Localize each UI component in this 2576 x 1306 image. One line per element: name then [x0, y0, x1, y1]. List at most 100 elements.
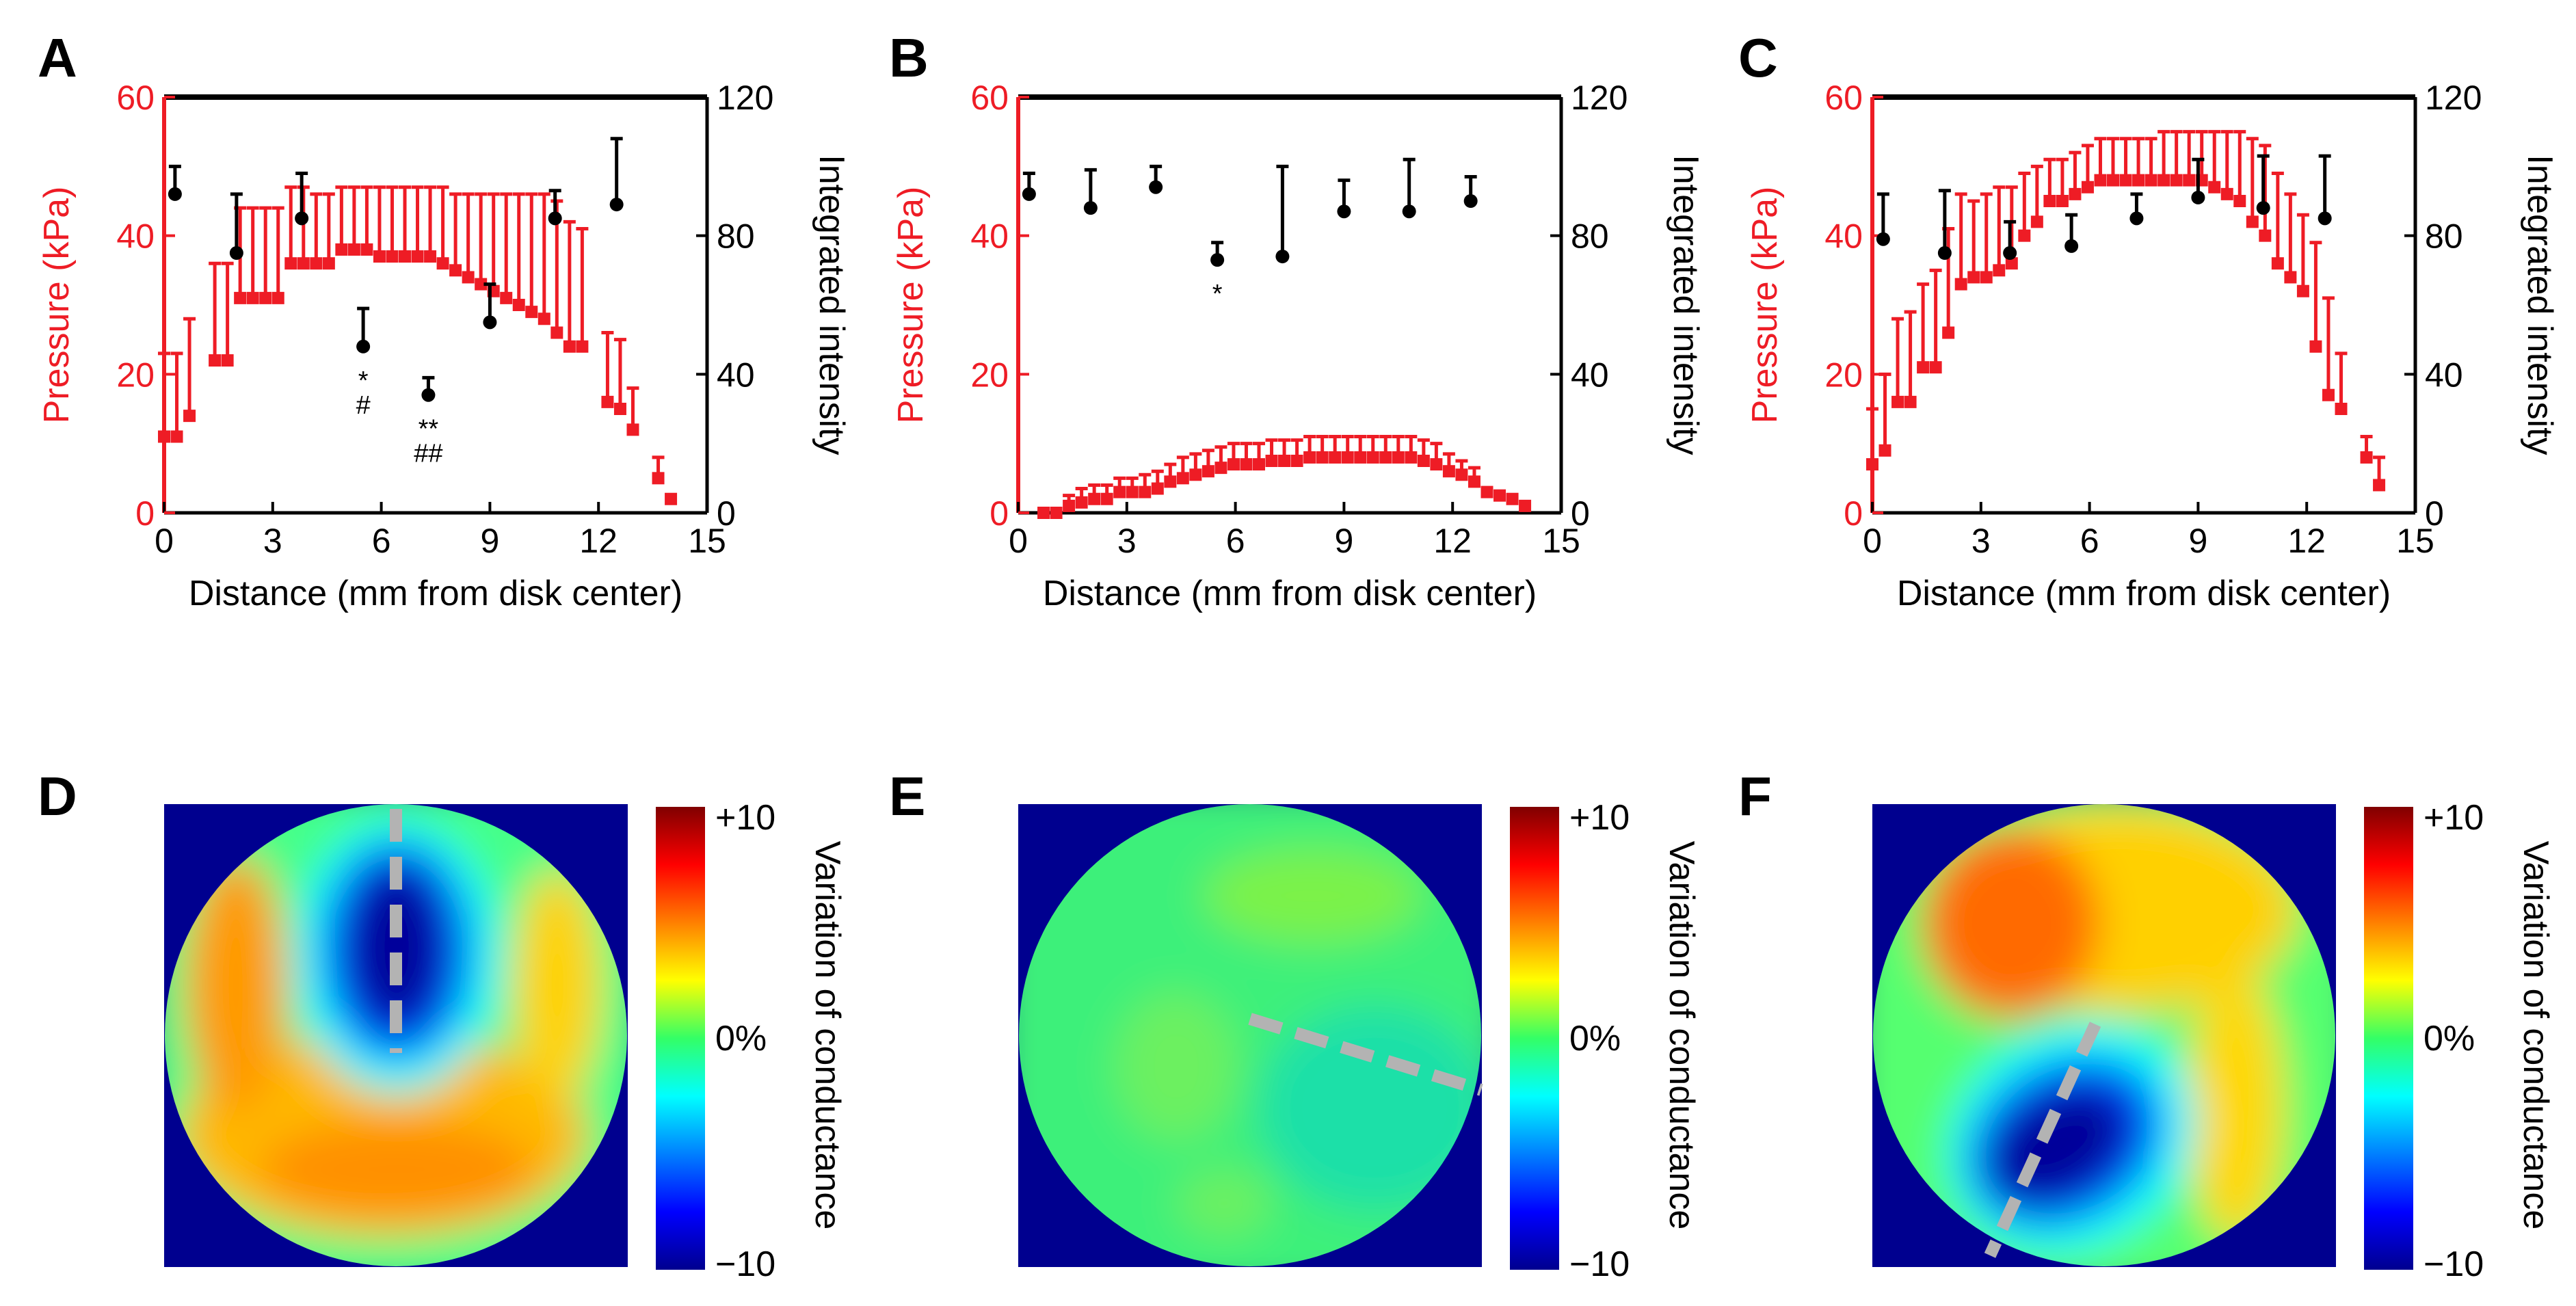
y2-tick-label: 80: [717, 217, 755, 256]
data-point-intensity: [548, 211, 562, 226]
y2-axis-label: Integrated intensity: [1666, 155, 1705, 455]
data-point-pressure: [1917, 361, 1930, 374]
data-point-pressure: [1455, 468, 1468, 481]
data-point-pressure: [1075, 496, 1088, 509]
data-point-pressure: [2271, 257, 2284, 270]
data-point-pressure: [209, 354, 222, 367]
measurement-line: [1248, 1013, 1483, 1096]
y2-tick-label: 40: [717, 356, 755, 394]
y-tick-label: 0: [1844, 494, 1863, 533]
data-point-pressure: [2208, 181, 2221, 194]
annotation-star: *: [1212, 280, 1223, 308]
y2-tick-label: 80: [1571, 217, 1609, 256]
colorbar: [656, 807, 705, 1270]
data-point-pressure: [1480, 485, 1493, 498]
data-point-pressure: [335, 243, 348, 256]
data-point-pressure: [1214, 462, 1227, 475]
y-tick-label: 60: [970, 79, 1009, 117]
data-point-pressure: [297, 257, 310, 270]
x-tick-label: 6: [2080, 522, 2099, 560]
y-tick-label: 40: [970, 217, 1009, 256]
data-point-pressure: [271, 291, 284, 304]
data-point-pressure: [373, 250, 386, 263]
data-point-intensity: [2064, 239, 2079, 253]
data-point-pressure: [500, 291, 513, 304]
data-point-pressure: [601, 395, 614, 408]
x-tick-label: 15: [688, 522, 726, 560]
data-point-pressure: [1519, 499, 1532, 512]
data-point-pressure: [2094, 174, 2107, 187]
data-point-pressure: [1506, 492, 1519, 505]
data-point-intensity: [2318, 211, 2332, 226]
data-point-pressure: [2296, 284, 2309, 297]
y-axis-label: Pressure (kPa): [891, 187, 931, 424]
conductance-map: [1873, 804, 2335, 1266]
data-point-pressure: [1942, 326, 1955, 339]
data-point-intensity: [1402, 204, 1416, 219]
data-point-intensity: [483, 315, 497, 330]
data-point-pressure: [2145, 174, 2157, 187]
y2-tick-label: 120: [1571, 79, 1628, 117]
y2-tick-label: 40: [1571, 356, 1609, 394]
data-point-pressure: [2322, 388, 2335, 401]
x-tick-label: 0: [155, 522, 174, 560]
data-point-pressure: [613, 403, 626, 415]
y-tick-label: 60: [116, 79, 155, 117]
data-point-pressure: [2335, 403, 2348, 415]
data-point-pressure: [1037, 507, 1050, 519]
x-tick-label: 12: [579, 522, 618, 560]
y2-tick-label: 120: [2425, 79, 2482, 117]
data-point-pressure: [347, 243, 360, 256]
x-tick-label: 3: [263, 522, 282, 560]
data-point-pressure: [2005, 257, 2018, 270]
data-point-pressure: [475, 278, 488, 291]
y-tick-label: 0: [135, 494, 155, 533]
data-point-pressure: [2132, 174, 2145, 187]
data-point-pressure: [1980, 271, 1993, 284]
heatmap-panel-d: D +10 0% −10 Variation of conductance: [38, 766, 847, 1284]
data-point-pressure: [246, 291, 259, 304]
x-tick-label: 9: [1334, 522, 1353, 560]
colorbar: [1510, 807, 1559, 1270]
data-point-pressure: [1929, 361, 1942, 374]
data-point-pressure: [2373, 479, 2386, 492]
data-point-pressure: [1878, 444, 1891, 457]
x-tick-label: 12: [1433, 522, 1472, 560]
data-point-pressure: [449, 264, 462, 277]
colorbar: [2364, 807, 2413, 1270]
data-point-pressure: [221, 354, 234, 367]
panel-label-c: C: [1738, 27, 1778, 88]
data-point-pressure: [525, 306, 538, 319]
x-axis-label: Distance (mm from disk center): [189, 574, 682, 613]
data-point-pressure: [322, 257, 335, 270]
y-tick-label: 20: [1824, 356, 1863, 394]
data-point-pressure: [411, 250, 424, 263]
data-point-pressure: [550, 326, 563, 339]
data-point-pressure: [1417, 455, 1430, 467]
x-axis-label: Distance (mm from disk center): [1897, 574, 2391, 613]
data-point-pressure: [1493, 489, 1506, 502]
data-point-intensity: [2256, 201, 2270, 215]
colorbar-title: Variation of conductance: [808, 841, 847, 1230]
data-point-pressure: [310, 257, 323, 270]
data-point-pressure: [1392, 451, 1405, 464]
data-point-pressure: [1904, 395, 1917, 408]
y2-tick-label: 0: [1571, 494, 1590, 533]
data-point-pressure: [1278, 455, 1291, 467]
data-point-pressure: [1139, 485, 1152, 498]
annotation-double-star: **: [419, 415, 439, 444]
x-tick-label: 0: [1009, 522, 1028, 560]
data-point-intensity: [1463, 194, 1478, 208]
data-point-pressure: [2107, 174, 2120, 187]
data-point-pressure: [1405, 451, 1418, 464]
data-point-pressure: [1201, 465, 1214, 478]
data-point-pressure: [1240, 458, 1253, 471]
data-point-pressure: [1088, 492, 1101, 505]
data-point-pressure: [1430, 458, 1443, 471]
